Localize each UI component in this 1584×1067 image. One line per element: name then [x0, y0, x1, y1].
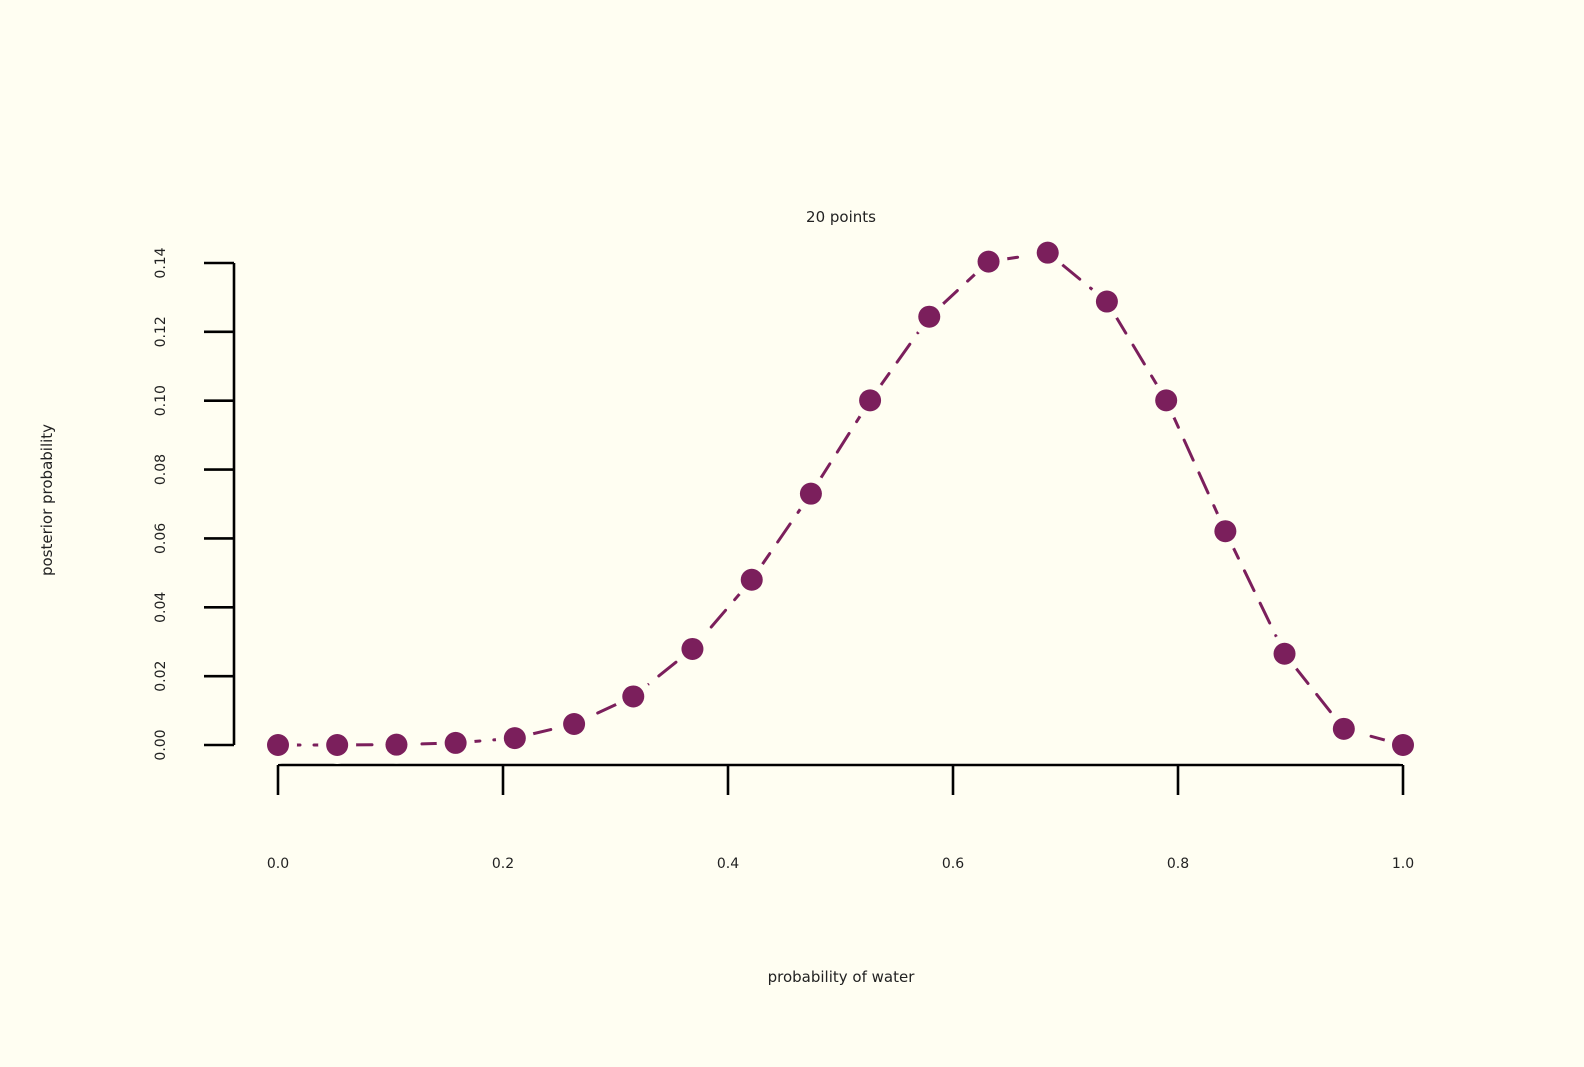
data-point [681, 637, 704, 660]
x-tick-label: 1.0 [1392, 856, 1414, 872]
y-tick-label: 0.04 [153, 592, 169, 623]
x-axis: 0.0 0.2 0.4 0.6 0.8 1.0 [267, 763, 1414, 872]
data-point [563, 712, 586, 735]
data-point [622, 685, 645, 708]
y-tick-label: 0.10 [153, 385, 169, 416]
y-tick-label: 0.06 [153, 523, 169, 554]
data-point [799, 482, 822, 505]
y-tick-label: 0.14 [153, 247, 169, 278]
data-point [503, 727, 526, 750]
x-tick-label: 0.2 [492, 856, 514, 872]
data-point [1392, 734, 1414, 756]
y-axis-label: posterior probability [38, 424, 56, 576]
data-point [740, 568, 763, 591]
data-point [1095, 290, 1118, 313]
x-axis-label: probability of water [768, 968, 916, 986]
data-point [1273, 642, 1296, 665]
y-tick-label: 0.00 [153, 729, 169, 760]
data-point [859, 389, 882, 412]
y-tick-label: 0.02 [153, 661, 169, 692]
data-point [267, 734, 289, 756]
x-tick-label: 0.4 [717, 856, 739, 872]
y-tick-label: 0.08 [153, 454, 169, 485]
series-line [276, 251, 1405, 747]
x-tick-label: 0.0 [267, 856, 289, 872]
data-point [1214, 520, 1237, 543]
series-layer [259, 233, 1422, 764]
x-tick-label: 0.6 [942, 856, 964, 872]
data-point [1332, 717, 1355, 740]
data-point [918, 305, 941, 328]
y-tick-label: 0.12 [153, 316, 169, 347]
data-point [326, 734, 349, 756]
data-point [977, 250, 1000, 273]
data-point [1155, 389, 1178, 412]
data-point [1036, 241, 1059, 264]
data-point [444, 731, 467, 754]
y-axis: 0.00 0.02 0.04 0.06 0.08 0.10 0.12 0.14 [153, 247, 236, 761]
chart-title: 20 points [806, 208, 876, 226]
x-tick-label: 0.8 [1167, 856, 1189, 872]
data-point [385, 733, 408, 756]
